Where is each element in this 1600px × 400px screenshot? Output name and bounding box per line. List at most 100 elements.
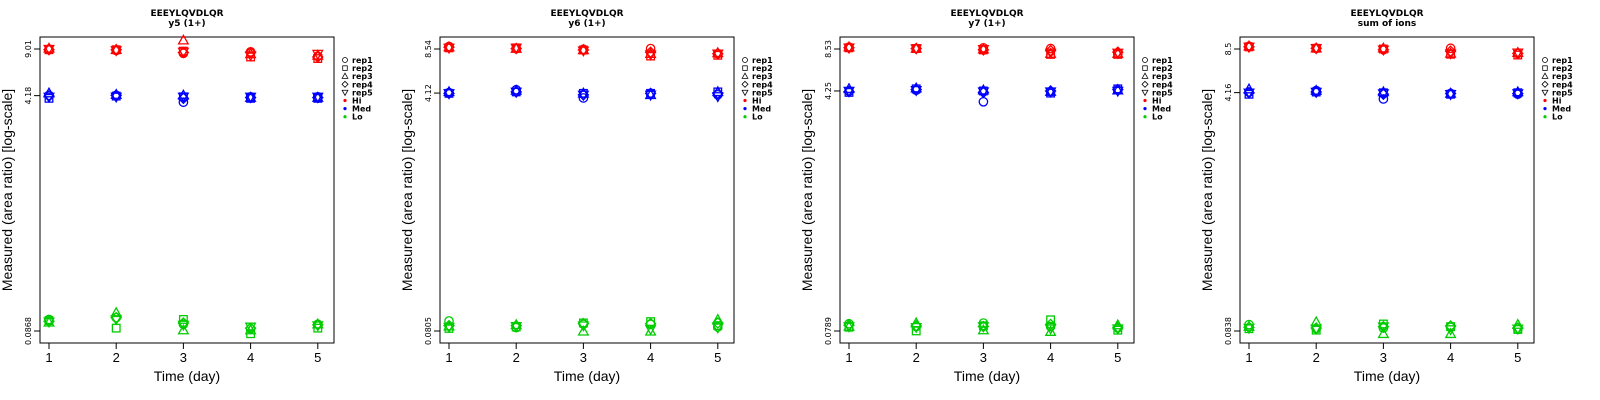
y-tick-label: 0.0789 — [824, 317, 833, 345]
x-tick-label: 5 — [1514, 350, 1521, 365]
legend-label: rep3 — [752, 72, 773, 81]
y-tick-label: 0.0805 — [424, 317, 433, 345]
point-lo-rep4 — [711, 317, 724, 329]
point-hi-rep3 — [577, 43, 590, 55]
x-tick-label: 4 — [1047, 350, 1054, 365]
x-tick-label: 2 — [113, 350, 120, 365]
point-lo-rep5 — [244, 322, 257, 334]
legend-marker — [1542, 57, 1548, 63]
point-lo-rep5 — [510, 322, 523, 333]
legend-label: rep4 — [352, 80, 373, 89]
point-hi-rep5 — [1044, 48, 1057, 60]
y-tick-label: 0.0838 — [1224, 317, 1233, 345]
legend-marker — [343, 98, 347, 103]
point-hi-rep5 — [177, 47, 190, 59]
x-tick-label: 3 — [980, 350, 987, 365]
legend-label: rep2 — [352, 64, 373, 73]
y-tick-label: 4.18 — [24, 87, 33, 105]
legend-marker — [1141, 89, 1149, 97]
legend-label: rep1 — [1152, 56, 1173, 65]
point-med-rep5 — [1310, 87, 1323, 99]
point-lo-rep5 — [1243, 323, 1255, 335]
point-lo-rep2 — [1046, 315, 1056, 325]
point-med-rep4 — [711, 87, 724, 100]
y-tick-label: 0.0868 — [24, 317, 33, 345]
point-med-rep1 — [1378, 94, 1389, 104]
chart-title: EEEYLQVDLQR — [950, 9, 1023, 19]
legend-marker — [342, 57, 348, 63]
plot-frame — [439, 36, 735, 344]
x-tick-label: 2 — [913, 350, 920, 365]
legend-label: Hi — [352, 97, 362, 106]
point-med-rep5 — [1444, 90, 1457, 101]
legend-label: rep2 — [1152, 64, 1173, 73]
x-tick-label: 1 — [45, 350, 52, 365]
y-tick-label: 4.25 — [824, 82, 833, 100]
x-tick-label: 2 — [1313, 350, 1320, 365]
point-hi-rep5 — [577, 46, 590, 58]
legend-marker — [1541, 89, 1549, 97]
point-hi-rep3 — [843, 40, 855, 52]
point-lo-rep5 — [910, 322, 923, 334]
legend-marker — [1543, 115, 1547, 119]
point-hi-rep3 — [110, 43, 123, 54]
y-axis-label: Measured (area ratio) [log-scale] — [400, 89, 415, 291]
point-lo-rep4 — [644, 317, 657, 330]
legend-marker — [743, 115, 747, 119]
point-lo-rep3 — [510, 318, 523, 330]
point-med-rep5 — [977, 87, 990, 98]
legend-marker — [1143, 107, 1147, 111]
legend-label: Lo — [1152, 113, 1163, 122]
legend-marker — [1142, 57, 1148, 63]
legend-label: rep4 — [1552, 80, 1573, 89]
point-lo-rep5 — [443, 322, 455, 334]
series-med — [443, 84, 724, 103]
point-med-rep3 — [43, 86, 55, 98]
point-lo-rep5 — [311, 321, 324, 332]
point-lo-rep3 — [177, 323, 190, 335]
point-hi-rep5 — [1111, 48, 1124, 60]
point-lo-rep3 — [311, 317, 324, 329]
series-lo — [843, 315, 1124, 336]
legend-marker — [743, 98, 747, 103]
legend-marker — [1541, 72, 1549, 79]
chart-title: EEEYLQVDLQR — [1350, 9, 1423, 19]
x-tick-label: 5 — [714, 350, 721, 365]
point-med-rep5 — [510, 87, 523, 99]
legend-marker — [342, 65, 348, 71]
point-lo-rep5 — [177, 320, 190, 332]
series-hi — [43, 33, 324, 63]
legend-label: rep1 — [752, 56, 773, 65]
point-hi-rep5 — [644, 50, 657, 61]
y-axis-label: Measured (area ratio) [log-scale] — [800, 89, 815, 291]
point-hi-rep3 — [1310, 41, 1323, 53]
point-lo-rep5 — [843, 322, 855, 333]
point-hi-rep5 — [244, 51, 257, 62]
point-lo-rep3 — [1044, 325, 1057, 336]
point-hi-rep3 — [443, 40, 455, 52]
point-lo-rep5 — [1444, 325, 1457, 336]
point-lo-rep5 — [1511, 324, 1524, 336]
point-hi-rep5 — [910, 44, 923, 55]
point-lo-rep2 — [178, 314, 188, 324]
x-tick-label: 2 — [513, 350, 520, 365]
panel-y6: EEEYLQVDLQR y6 (1+) 1 2 3 4 5 0.0805 4.12 8.54 Tim… — [400, 0, 800, 400]
x-axis-label: Time (day) — [154, 368, 220, 384]
point-med-rep5 — [644, 90, 657, 102]
series-lo — [443, 313, 724, 336]
point-hi-rep3 — [711, 46, 724, 58]
point-lo-rep3 — [577, 325, 590, 336]
legend-marker — [742, 65, 748, 71]
legend-label: Lo — [752, 113, 763, 122]
point-lo-rep3 — [1243, 320, 1255, 331]
legend-marker — [1542, 65, 1548, 71]
x-axis-label: Time (day) — [554, 368, 620, 384]
x-tick-label: 1 — [445, 350, 452, 365]
legend-marker — [1543, 107, 1547, 111]
chart-subtitle: y5 (1+) — [168, 19, 205, 29]
legend-marker — [742, 57, 748, 63]
point-hi-rep5 — [977, 44, 990, 56]
point-hi-rep5 — [311, 49, 324, 61]
point-med-rep5 — [1243, 88, 1255, 100]
